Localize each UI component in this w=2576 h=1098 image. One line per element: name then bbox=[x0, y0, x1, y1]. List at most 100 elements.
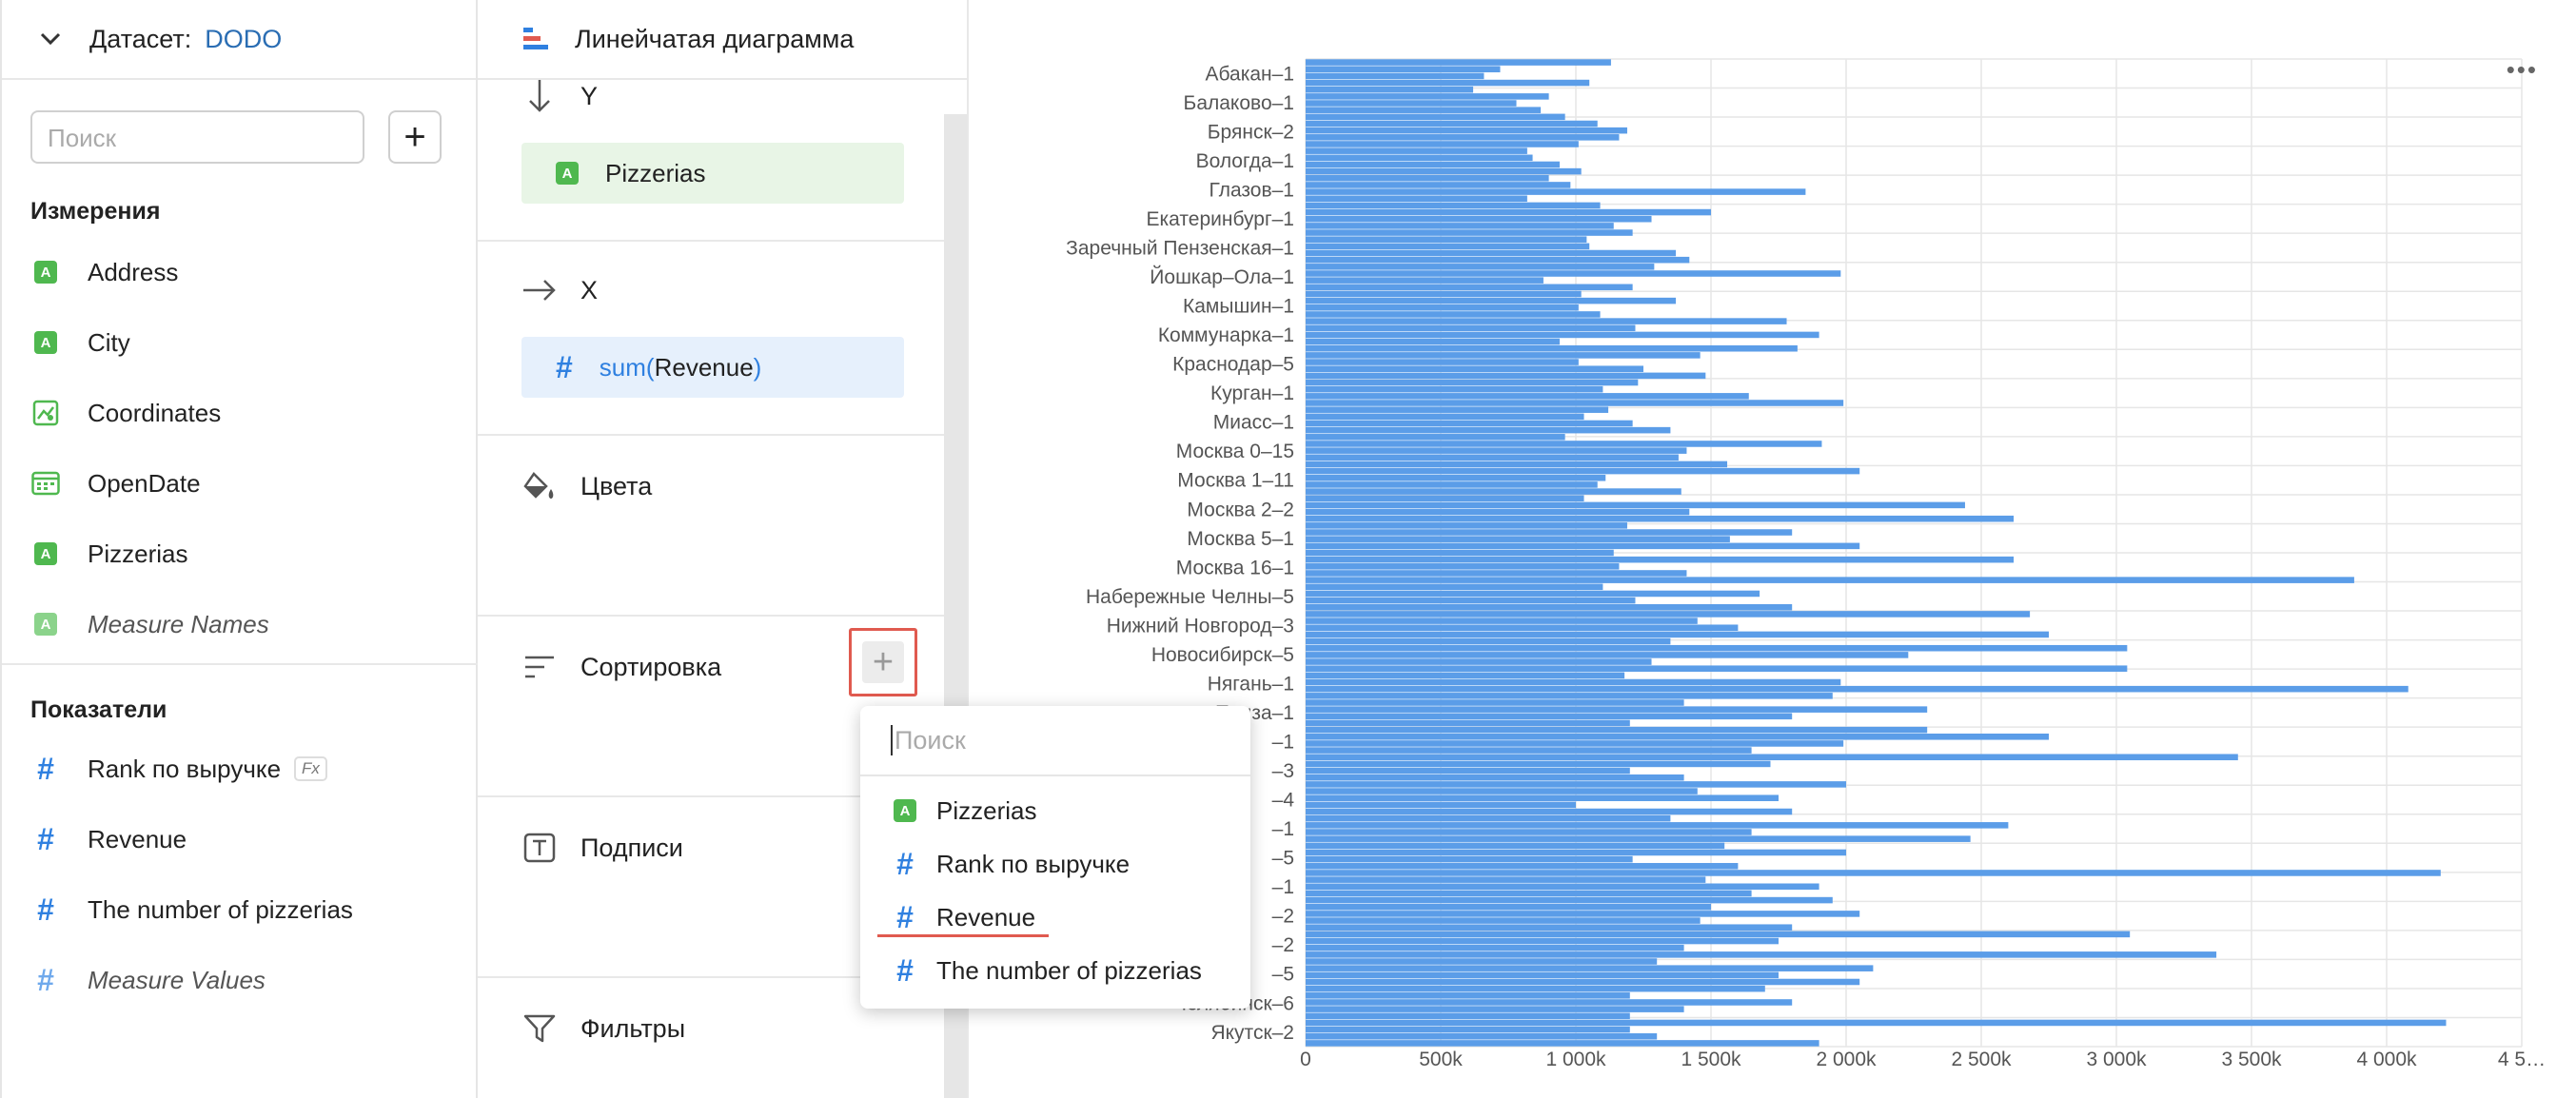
measures-title: Показатели bbox=[30, 696, 167, 723]
x-field-chip[interactable]: # sum(Revenue) bbox=[521, 337, 904, 398]
text-type-icon: A bbox=[30, 609, 61, 639]
y-tick-label: –1 bbox=[1272, 876, 1294, 898]
bar bbox=[1306, 236, 1587, 243]
bar bbox=[1306, 685, 2409, 693]
dimension-measure-names[interactable]: A Measure Names bbox=[30, 605, 269, 643]
dropdown-item-number-of-pizzerias[interactable]: # The number of pizzerias bbox=[893, 951, 1202, 990]
bar bbox=[1306, 774, 1684, 781]
y-field-chip[interactable]: A Pizzerias bbox=[521, 143, 904, 204]
x-tick-label: 1 500k bbox=[1681, 1049, 1741, 1070]
bar-chart: Абакан–1 Балаково–1 Брянск–2 Вологда–1 Глазо… bbox=[1066, 58, 2546, 1070]
text-cursor bbox=[891, 725, 893, 755]
bar bbox=[1306, 359, 1579, 365]
y-tick-label: –1 bbox=[1272, 732, 1294, 754]
bar bbox=[1306, 113, 1565, 121]
bar bbox=[1306, 637, 1671, 645]
dataset-header[interactable]: Датасет: DODO bbox=[2, 0, 476, 80]
bar bbox=[1306, 426, 1671, 434]
bar bbox=[1306, 324, 1636, 332]
bar bbox=[1306, 256, 1690, 264]
bar bbox=[1306, 706, 1928, 713]
bar bbox=[1306, 229, 1633, 236]
bar bbox=[1306, 603, 1793, 611]
section-y: Y A Pizzerias bbox=[478, 80, 944, 242]
text-type-icon: A bbox=[30, 257, 61, 287]
chevron-down-icon[interactable] bbox=[36, 25, 65, 53]
section-colors-header[interactable]: Цвета bbox=[521, 468, 652, 504]
chart-menu-icon[interactable]: ••• bbox=[2506, 55, 2538, 84]
bar bbox=[1306, 400, 1844, 406]
section-y-header: Y bbox=[521, 78, 598, 114]
bar bbox=[1306, 365, 1643, 372]
bar bbox=[1306, 434, 1565, 441]
dimension-pizzerias[interactable]: A Pizzerias bbox=[30, 535, 187, 573]
bar bbox=[1306, 249, 1677, 257]
bar bbox=[1306, 100, 1517, 107]
y-tick-label: Миасс–1 bbox=[1213, 412, 1294, 434]
section-x-header: X bbox=[521, 272, 598, 308]
bar bbox=[1306, 1012, 1630, 1020]
bar bbox=[1306, 134, 1620, 141]
bar bbox=[1306, 338, 1560, 345]
bar bbox=[1306, 931, 2131, 938]
dimension-address[interactable]: A Address bbox=[30, 253, 178, 291]
measure-revenue[interactable]: # Revenue bbox=[30, 820, 187, 858]
bar bbox=[1306, 311, 1601, 318]
bar bbox=[1306, 624, 1739, 632]
bar bbox=[1306, 665, 2128, 672]
section-x: X # sum(Revenue) bbox=[478, 242, 944, 436]
bar bbox=[1306, 290, 1582, 298]
bar bbox=[1306, 344, 1798, 352]
measure-rank[interactable]: # Rank по выручке Fx bbox=[30, 750, 327, 788]
dimension-opendate[interactable]: OpenDate bbox=[30, 464, 201, 502]
bar bbox=[1306, 195, 1527, 203]
dataset-name[interactable]: DODO bbox=[205, 24, 283, 53]
bar bbox=[1306, 495, 1584, 502]
bar bbox=[1306, 978, 1860, 986]
dimension-coordinates[interactable]: Coordinates bbox=[30, 394, 221, 432]
bar bbox=[1306, 488, 1681, 495]
bar bbox=[1306, 120, 1598, 127]
filter-icon bbox=[521, 1010, 558, 1047]
y-tick-label: Якутск–2 bbox=[1210, 1022, 1294, 1044]
y-tick-label: Набережные Челны–5 bbox=[1086, 586, 1294, 608]
x-tick-label: 0 bbox=[1300, 1049, 1311, 1070]
bar bbox=[1306, 958, 1658, 965]
geo-type-icon bbox=[30, 398, 61, 428]
text-type-icon: A bbox=[30, 539, 61, 569]
bar bbox=[1306, 223, 1614, 229]
bar bbox=[1306, 264, 1655, 270]
bar bbox=[1306, 284, 1633, 291]
bar bbox=[1306, 66, 1501, 73]
measure-number-of-pizzerias[interactable]: # The number of pizzerias bbox=[30, 891, 353, 929]
bar bbox=[1306, 965, 1874, 971]
x-tick-label: 2 500k bbox=[1951, 1049, 2012, 1070]
measure-measure-values[interactable]: # Measure Values bbox=[30, 961, 265, 999]
number-type-icon: # bbox=[37, 752, 54, 786]
bar bbox=[1306, 270, 1841, 277]
bar bbox=[1306, 760, 1771, 768]
dropdown-item-pizzerias[interactable]: A Pizzerias bbox=[893, 792, 1036, 830]
y-tick-label: Балаково–1 bbox=[1184, 92, 1294, 114]
bar bbox=[1306, 1019, 2447, 1027]
dimensions-title: Измерения bbox=[30, 198, 161, 225]
bar bbox=[1306, 372, 1706, 380]
bar bbox=[1306, 474, 1606, 481]
dropdown-search-input[interactable]: Поиск bbox=[860, 706, 1250, 776]
bar bbox=[1306, 141, 1579, 147]
bar bbox=[1306, 870, 2441, 876]
dimension-city[interactable]: A City bbox=[30, 324, 130, 362]
add-sort-button[interactable]: + bbox=[849, 628, 917, 696]
bar bbox=[1306, 971, 1779, 979]
dropdown-item-rank[interactable]: # Rank по выручке bbox=[893, 845, 1130, 883]
add-field-button[interactable]: + bbox=[388, 110, 442, 164]
chart-type-selector[interactable]: Линейчатая диаграмма bbox=[478, 0, 967, 80]
bar bbox=[1306, 379, 1639, 386]
field-search-input[interactable]: Поиск bbox=[30, 110, 364, 164]
bar bbox=[1306, 447, 1687, 454]
dropdown-item-revenue[interactable]: # Revenue bbox=[893, 898, 1035, 936]
bar bbox=[1306, 822, 2009, 829]
bar bbox=[1306, 618, 1698, 624]
sort-field-dropdown: Поиск A Pizzerias # Rank по выручке # Re… bbox=[860, 706, 1250, 1009]
bar bbox=[1306, 876, 1706, 883]
